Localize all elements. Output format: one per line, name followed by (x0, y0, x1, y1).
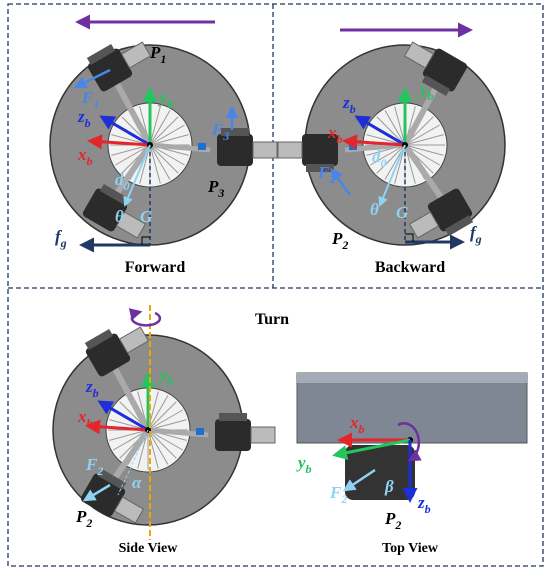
symbol: β (384, 477, 394, 496)
symbol-label: F2 (329, 483, 347, 506)
symbol-label: θ (115, 207, 124, 226)
symbol: y (158, 365, 168, 384)
subscript: b (337, 132, 343, 146)
symbol: P (207, 177, 219, 196)
subscript: b (85, 116, 91, 130)
symbol: P (149, 43, 161, 62)
symbol: θ (370, 200, 379, 219)
caption: Turn (255, 311, 289, 328)
symbol: F (329, 483, 342, 502)
wheel-top (345, 445, 415, 500)
motor-body (215, 419, 251, 451)
subscript: b (350, 102, 356, 116)
symbol: F (317, 163, 330, 182)
symbol-label: yb (296, 453, 312, 476)
diagram: Forward Backward Turn Side View Top View… (0, 0, 549, 571)
symbol-label: G (396, 203, 409, 222)
subscript: 2 (96, 464, 103, 478)
subscript: b (428, 89, 434, 103)
subscript: 2 (85, 516, 92, 530)
subscript: 3 (217, 186, 224, 200)
symbol-label: α (132, 473, 142, 492)
artwork (50, 22, 527, 540)
caption: Backward (375, 259, 445, 276)
body-side (297, 373, 527, 383)
subscript: b (87, 154, 93, 168)
caption: Side View (119, 541, 179, 556)
symbol: θ (115, 207, 124, 226)
subscript: 0 (124, 179, 130, 193)
symbol: F (211, 120, 224, 139)
symbol-label: fg (470, 223, 482, 246)
symbol: y (296, 453, 306, 472)
symbol: P (75, 507, 87, 526)
symbol: G (140, 207, 153, 226)
subscript: 2 (394, 518, 401, 532)
symbol: α (132, 473, 142, 492)
motor-cap (219, 413, 247, 421)
sensor (196, 428, 204, 435)
subscript: 1 (160, 52, 166, 66)
symbol-label: P2 (384, 509, 401, 532)
bracket (253, 142, 277, 158)
motor (215, 413, 275, 451)
symbol: x (77, 145, 87, 164)
rotation-arrow (132, 312, 160, 325)
symbol: x (77, 407, 87, 426)
caption: Top View (382, 541, 439, 556)
subscript: 0 (381, 156, 387, 170)
bracket (251, 427, 275, 443)
subscript: 3 (222, 129, 229, 143)
subscript: 2 (328, 172, 335, 186)
symbol-label: θ (370, 200, 379, 219)
symbol-label: fg (55, 227, 67, 250)
subscript: b (359, 422, 365, 436)
subscript: g (475, 232, 482, 246)
subscript: g (60, 236, 67, 250)
symbol: y (158, 88, 168, 107)
symbol: x (327, 123, 337, 142)
bracket (278, 142, 302, 158)
body-top (297, 373, 527, 443)
symbol-label: P2 (75, 507, 92, 530)
symbol: F (85, 455, 98, 474)
subscript: b (168, 374, 174, 388)
subscript: b (87, 416, 93, 430)
subscript: b (425, 502, 431, 516)
subscript: 2 (341, 238, 348, 252)
subscript: b (93, 386, 99, 400)
subscript: b (168, 97, 174, 111)
symbol-label: P2 (331, 229, 348, 252)
subscript: b (306, 462, 312, 476)
symbol: x (349, 413, 359, 432)
symbol: G (396, 203, 409, 222)
symbol: P (331, 229, 343, 248)
symbol-label: G (140, 207, 153, 226)
symbol-label: β (384, 477, 394, 496)
symbol-label: zb (417, 493, 431, 516)
sensor (349, 143, 357, 150)
symbol: y (418, 80, 428, 99)
subscript: 2 (340, 492, 347, 506)
symbol: F (81, 88, 94, 107)
caption: Forward (125, 259, 186, 276)
symbol: P (384, 509, 396, 528)
sensor (198, 143, 206, 150)
subscript: 1 (93, 97, 99, 111)
